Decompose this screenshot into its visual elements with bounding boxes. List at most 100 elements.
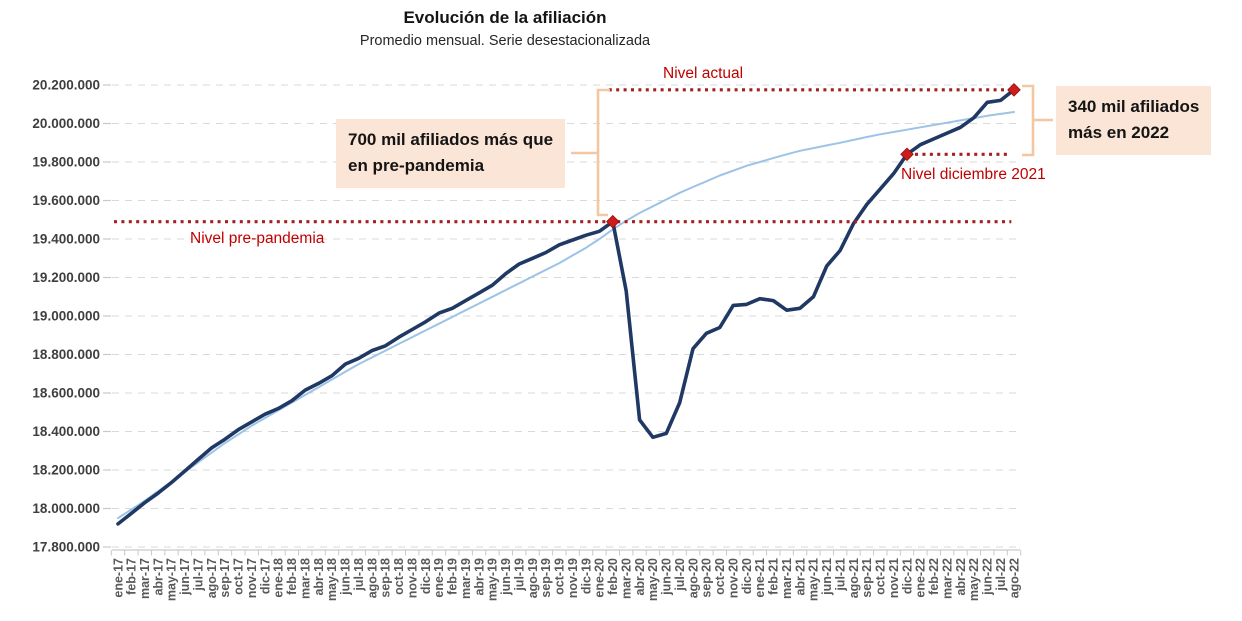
x-tick-label: may-18 [325,558,339,601]
x-tick-label: ene-20 [593,558,607,598]
x-tick-label: oct-19 [553,558,567,595]
x-tick-label: mar-21 [780,558,794,599]
annotation-340-mil-line2: más en 2022 [1068,123,1170,143]
bracket-340-mil [1022,84,1053,157]
label-nivel-diciembre-2021: Nivel diciembre 2021 [901,166,1046,183]
bracket-700-mil [571,88,610,217]
marker-diamonds [606,83,1021,229]
x-tick-label: nov-17 [245,558,259,598]
x-tick-label: ago-18 [365,558,379,598]
x-tick-label: ene-21 [753,558,767,598]
x-tick-label: mar-19 [459,558,473,599]
x-tick-label: dic-19 [579,558,593,594]
x-tick-label: ago-19 [526,558,540,598]
annotation-340-mil: 340 mil afiliados más en 2022 [1056,86,1212,155]
x-tick-label: mar-18 [298,558,312,599]
x-tick-label: ene-18 [272,558,286,598]
annotation-340-mil-line1: 340 mil afiliados [1068,97,1200,116]
gridlines [103,84,1020,548]
x-tick-label: may-22 [967,558,981,601]
x-tick-label: feb-21 [767,558,781,595]
x-tick-label: jun-19 [499,558,513,596]
x-tick-label: dic-17 [258,558,272,594]
diamond-marker-feb-20 [606,214,620,229]
chart-title: Evolución de la afiliación [403,8,607,27]
main-series-line [116,88,1016,526]
x-tick-label: sep-17 [218,558,232,598]
x-tick-label: mar-20 [619,558,633,599]
x-tick-label: feb-22 [927,558,941,595]
x-tick-label: jun-18 [339,558,353,596]
x-tick-label: nov-21 [887,558,901,598]
x-tick-label: jun-21 [820,558,834,596]
x-tick-label: abr-22 [954,558,968,596]
x-tick-label: jul-20 [673,558,687,592]
y-tick-label: 20.200.000 [32,78,100,93]
x-tick-label: feb-20 [606,558,620,595]
y-tick-label: 20.000.000 [32,116,100,131]
y-tick-label: 18.800.000 [32,347,100,362]
x-tick-label: ene-22 [914,558,928,598]
x-tick-label: feb-19 [446,558,460,595]
x-tick-label: ago-21 [847,558,861,598]
x-tick-label: abr-19 [472,558,486,596]
label-nivel-actual: Nivel actual [663,65,744,82]
y-tick-label: 19.200.000 [32,270,100,285]
x-tick-label: oct-20 [713,558,727,595]
x-tick-label: jul-21 [833,558,847,592]
x-tick-label: sep-18 [379,558,393,598]
x-tick-label: feb-18 [285,558,299,595]
x-tick-label: abr-20 [633,558,647,596]
x-axis-labels: ene-17 feb-17 mar-17 abr-17 may-17 jun-17 jul-… [111,558,1021,601]
x-tick-label: feb-17 [125,558,139,595]
x-tick-label: oct-18 [392,558,406,595]
x-tick-label: may-17 [165,558,179,601]
x-tick-label: jul-22 [994,558,1008,592]
x-tick-label: ene-19 [432,558,446,598]
x-tick-label: ago-20 [686,558,700,598]
x-tick-label: mar-22 [940,558,954,599]
x-tick-label: ago-22 [1007,558,1021,598]
x-tick-label: ago-17 [205,558,219,598]
x-tick-label: nov-18 [405,558,419,598]
x-tick-label: oct-17 [232,558,246,595]
x-tick-label: may-19 [486,558,500,601]
x-tick-label: oct-21 [874,558,888,595]
trend-line [117,111,1015,520]
x-tick-label: jun-20 [660,558,674,596]
x-tick-label: sep-21 [860,558,874,598]
y-tick-label: 18.200.000 [32,463,100,478]
x-tick-label: dic-18 [419,558,433,594]
x-tick-label: mar-17 [138,558,152,599]
x-tick-label: may-21 [807,558,821,601]
y-tick-label: 17.800.000 [32,540,100,555]
y-tick-label: 18.000.000 [32,501,100,516]
y-tick-label: 19.800.000 [32,155,100,170]
x-tick-label: abr-18 [312,558,326,596]
brackets [571,84,1053,217]
chart-subtitle: Promedio mensual. Serie desestacionaliza… [359,33,651,49]
x-axis [110,549,1022,556]
x-tick-label: abr-17 [151,558,165,596]
x-tick-label: nov-19 [566,558,580,598]
y-axis-labels: 20.200.000 20.000.000 19.800.000 19.600.000… [32,78,100,555]
x-tick-label: abr-21 [793,558,807,596]
diamond-marker-ago-22 [1007,83,1021,97]
y-tick-label: 19.600.000 [32,193,100,208]
annotation-700-mil: 700 mil afiliados más que en pre-pandemi… [336,119,566,188]
x-tick-label: jul-17 [191,558,205,592]
x-tick-label: dic-20 [740,558,754,594]
annotation-700-mil-line1: 700 mil afiliados más que [348,130,554,149]
x-tick-label: sep-19 [539,558,553,598]
x-tick-label: ene-17 [111,558,125,598]
annotation-700-mil-line2: en pre-pandemia [348,156,485,176]
x-tick-label: jul-19 [512,558,526,592]
x-tick-label: jul-18 [352,558,366,592]
x-tick-label: nov-20 [726,558,740,598]
x-tick-label: sep-20 [700,558,714,598]
y-tick-label: 18.400.000 [32,424,100,439]
x-tick-label: jun-22 [981,558,995,596]
y-tick-label: 18.600.000 [32,386,100,401]
